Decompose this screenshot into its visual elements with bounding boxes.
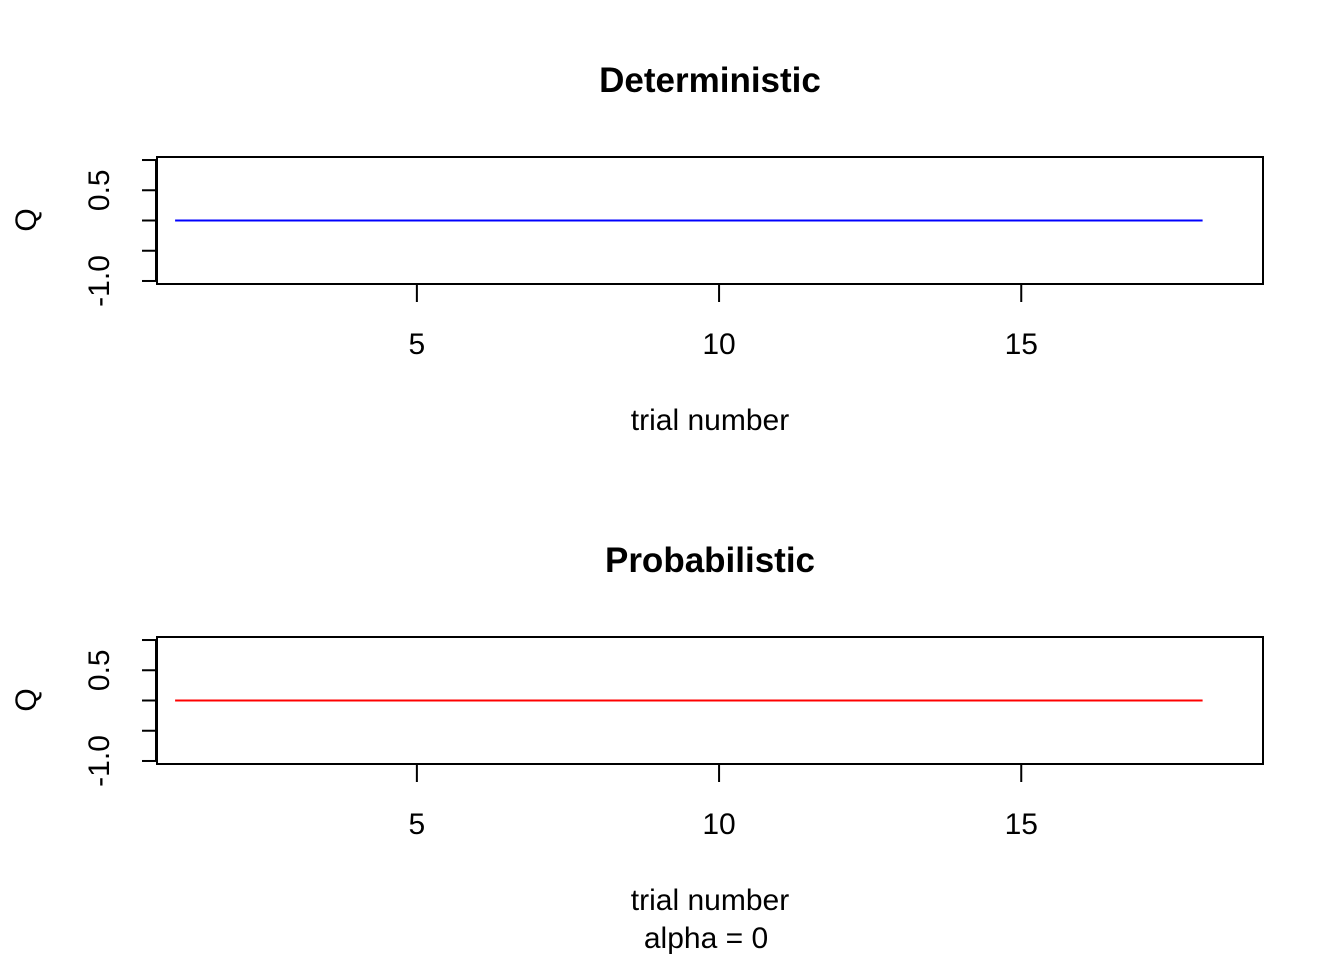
panel-probabilistic: Probabilistic -1.0 0.5 5 10 15 trial number… [10, 541, 1264, 955]
x-tick-label: 5 [409, 328, 426, 361]
x-axis-label: trial number [631, 884, 789, 917]
y-axis-label: Q [10, 688, 43, 711]
x-axis-label: trial number [631, 404, 789, 437]
y-tick-label: 0.5 [83, 649, 116, 691]
y-tick-label: -1.0 [83, 735, 116, 787]
y-axis: -1.0 0.5 [83, 639, 157, 787]
x-tick-label: 15 [1005, 328, 1038, 361]
x-tick-label: 10 [702, 808, 735, 841]
y-axis: -1.0 0.5 [83, 159, 157, 307]
x-axis: 5 10 15 [409, 763, 1038, 841]
chart-subtitle: alpha = 0 [644, 922, 768, 955]
x-tick-label: 5 [409, 808, 426, 841]
chart-title: Probabilistic [605, 541, 815, 580]
x-tick-label: 10 [702, 328, 735, 361]
panel-deterministic: Deterministic -1.0 0.5 5 10 15 trial number… [10, 61, 1264, 437]
x-tick-label: 15 [1005, 808, 1038, 841]
y-tick-label: -1.0 [83, 255, 116, 307]
chart-title: Deterministic [599, 61, 821, 100]
y-tick-label: 0.5 [83, 169, 116, 211]
x-axis: 5 10 15 [409, 283, 1038, 361]
y-axis-label: Q [10, 208, 43, 231]
